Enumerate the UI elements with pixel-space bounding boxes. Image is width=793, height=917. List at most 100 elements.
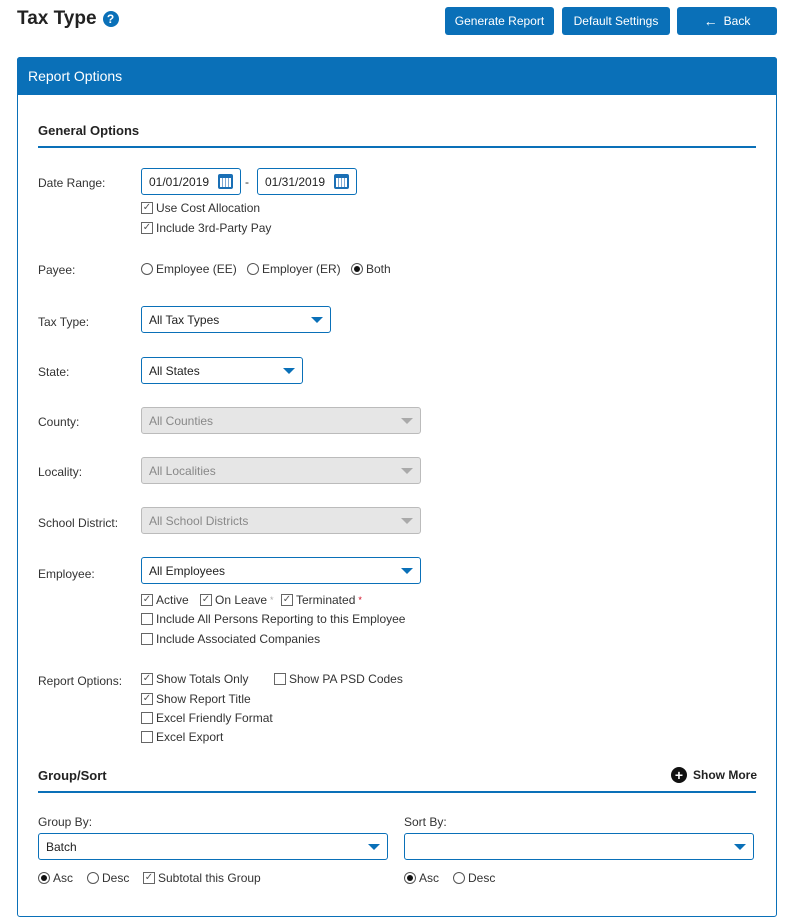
radio-label: Both	[366, 262, 391, 276]
use-cost-allocation-checkbox[interactable]: ✓ Use Cost Allocation	[141, 201, 260, 215]
sort-asc-radio[interactable]: Asc	[404, 871, 439, 885]
state-select[interactable]: All States	[141, 357, 303, 384]
date-to-input[interactable]: 01/31/2019	[257, 168, 357, 195]
county-label: County:	[38, 415, 80, 429]
excel-friendly-checkbox[interactable]: Excel Friendly Format	[141, 711, 273, 725]
checkmark-icon: ✓	[141, 594, 153, 606]
checkbox-label: Use Cost Allocation	[156, 201, 261, 215]
sort-by-select[interactable]	[404, 833, 754, 860]
calendar-icon[interactable]	[218, 174, 233, 189]
payee-ee-radio[interactable]: Employee (EE)	[141, 262, 237, 276]
include-associated-checkbox[interactable]: Include Associated Companies	[141, 632, 320, 646]
payee-both-radio[interactable]: Both	[351, 262, 391, 276]
general-options-heading: General Options	[38, 123, 140, 138]
default-settings-button[interactable]: Default Settings	[562, 7, 670, 35]
checkmark-icon: ✓	[143, 872, 155, 884]
date-separator: -	[245, 175, 249, 189]
checkbox-label: Show Report Title	[156, 692, 251, 706]
show-more-button[interactable]: + Show More	[671, 767, 757, 783]
checkbox-icon	[141, 712, 153, 724]
checkbox-label: Excel Export	[156, 730, 224, 744]
terminated-checkbox[interactable]: ✓ Terminated *	[281, 593, 362, 607]
date-from-input[interactable]: 01/01/2019	[141, 168, 241, 195]
help-icon[interactable]: ?	[102, 11, 119, 27]
group-by-select[interactable]: Batch	[38, 833, 388, 860]
radio-selected-icon	[38, 872, 50, 884]
payee-er-radio[interactable]: Employer (ER)	[247, 262, 341, 276]
group-by-label: Group By:	[38, 815, 93, 829]
chevron-down-icon	[401, 517, 413, 524]
include-reporting-checkbox[interactable]: Include All Persons Reporting to this Em…	[141, 612, 405, 626]
checkbox-label: Terminated	[296, 593, 356, 607]
select-value: All Counties	[149, 413, 214, 428]
include-third-party-checkbox[interactable]: ✓ Include 3rd-Party Pay	[141, 221, 271, 235]
radio-icon	[141, 263, 153, 275]
radio-label: Asc	[53, 871, 74, 885]
county-select: All Counties	[141, 407, 421, 434]
state-label: State:	[38, 365, 70, 379]
back-button[interactable]: ← Back	[677, 7, 777, 35]
generate-report-button[interactable]: Generate Report	[445, 7, 554, 35]
chevron-down-icon	[401, 467, 413, 474]
date-range-label: Date Range:	[38, 176, 106, 190]
select-value: Batch	[46, 839, 77, 854]
show-totals-only-checkbox[interactable]: ✓ Show Totals Only	[141, 672, 249, 686]
radio-icon	[453, 872, 465, 884]
sort-desc-radio[interactable]: Desc	[453, 871, 495, 885]
radio-selected-icon	[404, 872, 416, 884]
arrow-left-icon: ←	[703, 13, 718, 29]
radio-icon	[87, 872, 99, 884]
report-options-panel	[17, 57, 777, 917]
radio-label: Asc	[419, 871, 440, 885]
select-value: All Tax Types	[149, 312, 220, 327]
tax-type-label: Tax Type:	[38, 315, 90, 329]
checkbox-label: Excel Friendly Format	[156, 711, 273, 725]
locality-select: All Localities	[141, 457, 421, 484]
school-district-label: School District:	[38, 516, 119, 530]
checkmark-icon: ✓	[141, 673, 153, 685]
on-leave-checkbox[interactable]: ✓ On Leave *	[200, 593, 274, 607]
employee-select[interactable]: All Employees	[141, 557, 421, 584]
chevron-down-icon	[401, 417, 413, 424]
chevron-down-icon	[283, 367, 295, 374]
calendar-icon[interactable]	[334, 174, 349, 189]
show-pa-psd-checkbox[interactable]: Show PA PSD Codes	[274, 672, 403, 686]
panel-header: Report Options	[17, 57, 777, 95]
group-asc-radio[interactable]: Asc	[38, 871, 73, 885]
checkmark-icon: ✓	[141, 693, 153, 705]
select-value: All Employees	[149, 563, 226, 578]
back-label: Back	[723, 14, 751, 28]
report-options-label: Report Options:	[38, 674, 123, 688]
chevron-down-icon	[401, 567, 413, 574]
checkmark-icon: ✓	[141, 202, 153, 214]
sort-by-label: Sort By:	[404, 815, 447, 829]
date-from-value: 01/01/2019	[149, 174, 210, 189]
checkbox-label: Include 3rd-Party Pay	[156, 221, 272, 235]
group-desc-radio[interactable]: Desc	[87, 871, 129, 885]
tax-type-select[interactable]: All Tax Types	[141, 306, 331, 333]
radio-label: Desc	[468, 871, 496, 885]
subtotal-group-checkbox[interactable]: ✓ Subtotal this Group	[143, 871, 261, 885]
checkmark-icon: ✓	[281, 594, 293, 606]
show-report-title-checkbox[interactable]: ✓ Show Report Title	[141, 692, 251, 706]
divider	[38, 146, 756, 148]
show-more-label: Show More	[693, 768, 758, 782]
radio-label: Employer (ER)	[262, 262, 341, 276]
checkbox-label: Include All Persons Reporting to this Em…	[156, 612, 406, 626]
checkbox-icon	[141, 633, 153, 645]
chevron-down-icon	[734, 843, 746, 850]
school-district-select: All School Districts	[141, 507, 421, 534]
checkbox-icon	[141, 613, 153, 625]
checkbox-label: Show Totals Only	[156, 672, 249, 686]
page-title: Tax Type?	[17, 8, 119, 30]
employee-label: Employee:	[38, 567, 95, 581]
checkbox-label: Subtotal this Group	[158, 871, 261, 885]
active-checkbox[interactable]: ✓ Active	[141, 593, 189, 607]
checkmark-icon: ✓	[200, 594, 212, 606]
radio-label: Desc	[102, 871, 130, 885]
checkbox-label: Include Associated Companies	[156, 632, 321, 646]
excel-export-checkbox[interactable]: Excel Export	[141, 730, 223, 744]
checkmark-icon: ✓	[141, 222, 153, 234]
radio-icon	[247, 263, 259, 275]
radio-selected-icon	[351, 263, 363, 275]
